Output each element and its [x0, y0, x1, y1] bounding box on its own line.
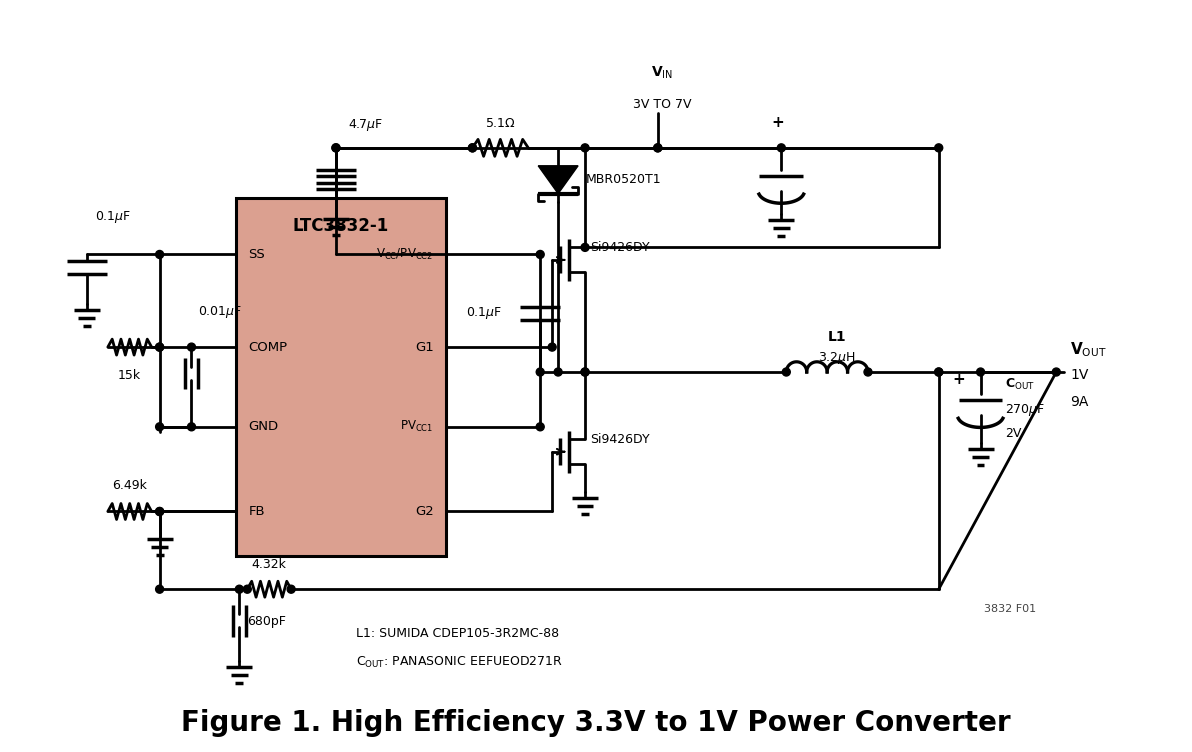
- Polygon shape: [539, 165, 578, 194]
- Circle shape: [333, 144, 340, 152]
- Circle shape: [187, 343, 195, 351]
- FancyBboxPatch shape: [236, 198, 446, 556]
- Circle shape: [935, 368, 943, 376]
- Circle shape: [156, 343, 163, 351]
- Text: SS: SS: [248, 248, 265, 261]
- Text: L1: L1: [827, 330, 846, 344]
- Text: 2V: 2V: [1006, 427, 1022, 440]
- Text: L1: SUMIDA CDEP105-3R2MC-88: L1: SUMIDA CDEP105-3R2MC-88: [356, 626, 559, 639]
- Text: 3832 F01: 3832 F01: [983, 604, 1036, 614]
- Circle shape: [554, 368, 563, 376]
- Text: 0.01$\mu$F: 0.01$\mu$F: [199, 305, 243, 320]
- Circle shape: [581, 244, 589, 251]
- Text: 4.32k: 4.32k: [252, 558, 286, 572]
- Circle shape: [935, 144, 943, 152]
- Text: Si9426DY: Si9426DY: [590, 433, 650, 446]
- Circle shape: [653, 144, 662, 152]
- Text: +: +: [771, 115, 783, 130]
- Circle shape: [333, 144, 340, 152]
- Text: MBR0520T1: MBR0520T1: [586, 173, 662, 186]
- Circle shape: [864, 368, 873, 376]
- Text: 3.2$\mu$H: 3.2$\mu$H: [819, 350, 856, 366]
- Text: Figure 1. High Efficiency 3.3V to 1V Power Converter: Figure 1. High Efficiency 3.3V to 1V Pow…: [181, 708, 1011, 737]
- Text: 270$\mu$F: 270$\mu$F: [1006, 402, 1045, 418]
- Circle shape: [581, 368, 589, 376]
- Circle shape: [156, 250, 163, 259]
- Text: 0.1$\mu$F: 0.1$\mu$F: [95, 208, 131, 225]
- Circle shape: [581, 144, 589, 152]
- Circle shape: [548, 343, 557, 351]
- Circle shape: [536, 423, 545, 431]
- Text: 9A: 9A: [1070, 395, 1088, 409]
- Circle shape: [187, 423, 195, 431]
- Text: 3V TO 7V: 3V TO 7V: [633, 98, 691, 111]
- Circle shape: [935, 368, 943, 376]
- Text: PV$_{\rm CC1}$: PV$_{\rm CC1}$: [401, 420, 434, 435]
- Text: +: +: [952, 372, 964, 387]
- Text: 0.1$\mu$F: 0.1$\mu$F: [466, 305, 502, 321]
- Circle shape: [581, 368, 589, 376]
- Circle shape: [536, 250, 545, 259]
- Circle shape: [235, 585, 243, 593]
- Text: V$_{\rm CC}$/PV$_{\rm CC2}$: V$_{\rm CC}$/PV$_{\rm CC2}$: [377, 247, 434, 262]
- Text: 6.49k: 6.49k: [112, 478, 147, 492]
- Circle shape: [156, 585, 163, 593]
- Text: G1: G1: [415, 341, 434, 353]
- Circle shape: [777, 144, 786, 152]
- Text: COMP: COMP: [248, 341, 287, 353]
- Text: C$_{\rm OUT}$: PANASONIC EEFUEOD271R: C$_{\rm OUT}$: PANASONIC EEFUEOD271R: [356, 656, 563, 671]
- Text: V$_{\rm OUT}$: V$_{\rm OUT}$: [1070, 341, 1106, 359]
- Circle shape: [243, 585, 252, 593]
- Circle shape: [468, 144, 477, 152]
- Text: 4.7$\mu$F: 4.7$\mu$F: [348, 117, 383, 133]
- Circle shape: [653, 144, 662, 152]
- Text: LTC3832-1: LTC3832-1: [293, 217, 389, 235]
- Circle shape: [1053, 368, 1060, 376]
- Text: V$_{\rm IN}$: V$_{\rm IN}$: [651, 65, 672, 81]
- Text: C$_{\rm OUT}$: C$_{\rm OUT}$: [1006, 377, 1035, 392]
- Circle shape: [156, 508, 163, 515]
- Circle shape: [156, 423, 163, 431]
- Circle shape: [468, 144, 477, 152]
- Circle shape: [976, 368, 985, 376]
- Text: 15k: 15k: [118, 369, 142, 382]
- Text: G2: G2: [415, 505, 434, 518]
- Circle shape: [287, 585, 296, 593]
- Circle shape: [156, 508, 163, 515]
- Text: 1V: 1V: [1070, 368, 1088, 382]
- Circle shape: [782, 368, 790, 376]
- Text: 680pF: 680pF: [247, 614, 286, 628]
- Text: GND: GND: [248, 420, 279, 433]
- Circle shape: [536, 368, 545, 376]
- Text: 5.1$\Omega$: 5.1$\Omega$: [485, 117, 516, 130]
- Text: FB: FB: [248, 505, 265, 518]
- Text: Si9426DY: Si9426DY: [590, 241, 650, 254]
- Circle shape: [156, 343, 163, 351]
